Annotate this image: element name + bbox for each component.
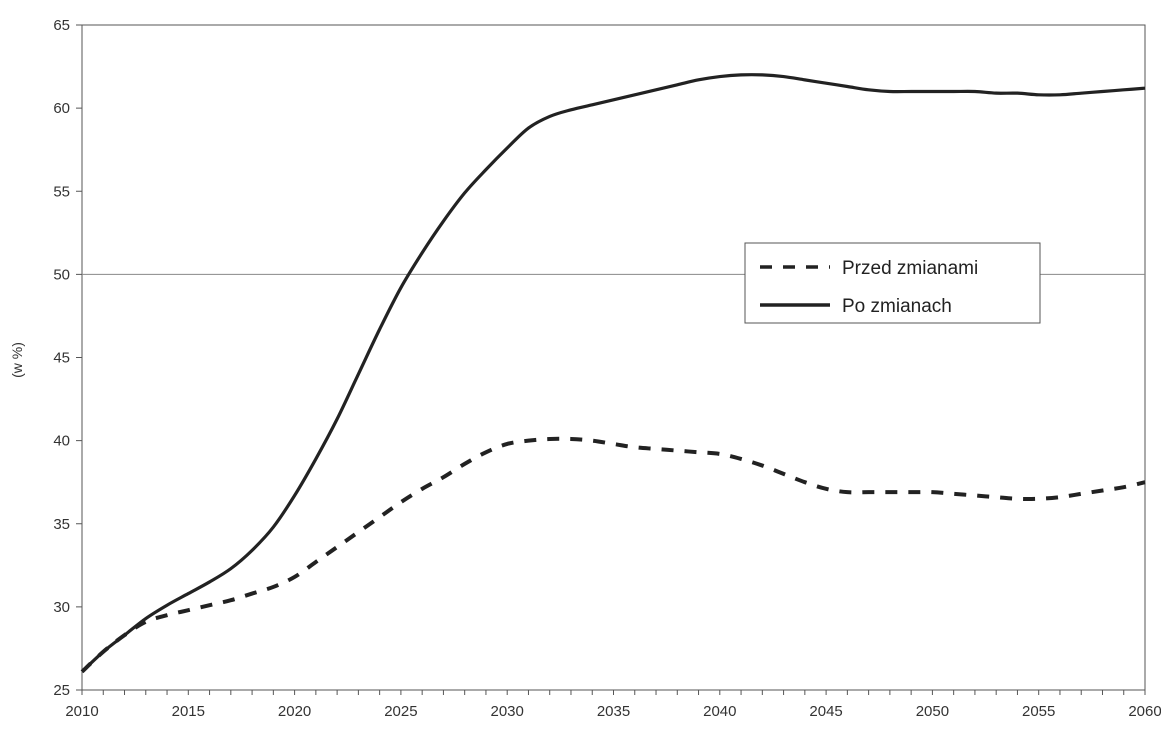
x-tick-label: 2055	[1022, 703, 1055, 720]
y-tick-label: 30	[53, 599, 70, 616]
legend-label-po-zmianach: Po zmianach	[842, 296, 952, 317]
y-axis-label: (w %)	[9, 342, 25, 378]
x-tick-label: 2030	[491, 703, 524, 720]
legend-box	[744, 242, 1041, 324]
y-tick-label: 55	[53, 183, 70, 200]
x-tick-label: 2060	[1128, 703, 1161, 720]
x-tick-label: 2045	[809, 703, 842, 720]
y-tick-label: 40	[53, 433, 70, 450]
series-line-po-zmianach	[80, 73, 1146, 673]
plot-area	[81, 24, 1146, 691]
x-tick-label: 2050	[916, 703, 949, 720]
y-tick-label: 65	[53, 17, 70, 34]
legend-label-przed-zmianami: Przed zmianami	[842, 258, 978, 279]
y-axis: 25 30 35 40 45 50 55 60 65	[53, 17, 82, 699]
x-axis: 2010 2015 2020 2025 2030 2035 2040 2045 2050 2055…	[65, 690, 1161, 720]
y-tick-label: 45	[53, 350, 70, 367]
y-tick-label: 35	[53, 516, 70, 533]
x-tick-label: 2020	[278, 703, 311, 720]
x-tick-label: 2040	[703, 703, 736, 720]
legend: Przed zmianami Po zmianach	[744, 242, 1041, 324]
x-tick-label: 2015	[172, 703, 205, 720]
x-tick-label: 2025	[384, 703, 417, 720]
y-tick-label: 50	[53, 266, 70, 283]
series-group	[80, 73, 1146, 674]
x-tick-label: 2010	[65, 703, 98, 720]
y-tick-label: 25	[53, 682, 70, 699]
y-tick-label: 60	[53, 100, 70, 117]
x-tick-label: 2035	[597, 703, 630, 720]
